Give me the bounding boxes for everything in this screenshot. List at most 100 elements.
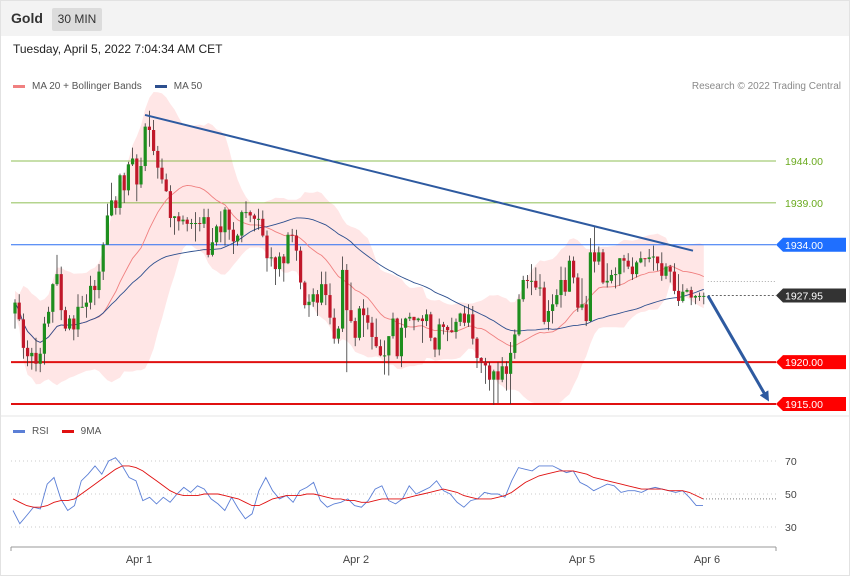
candle-body bbox=[101, 244, 105, 272]
candle-body bbox=[206, 217, 210, 255]
candle-body bbox=[399, 327, 403, 357]
candle-body bbox=[126, 164, 130, 191]
candle-body bbox=[534, 280, 538, 288]
candle-body bbox=[324, 284, 328, 296]
candle-body bbox=[89, 285, 93, 303]
rsi-legend: RSI 9MA bbox=[13, 426, 114, 437]
candle-body bbox=[601, 252, 605, 283]
candle-body bbox=[181, 219, 185, 222]
candle-body bbox=[702, 295, 706, 297]
candle-body bbox=[416, 318, 420, 321]
candle-body bbox=[437, 324, 441, 350]
candle-body bbox=[471, 314, 475, 339]
rsi-ma-legend-label: 9MA bbox=[80, 426, 102, 437]
candle-body bbox=[572, 260, 576, 278]
candle-body bbox=[404, 318, 408, 328]
candle-body bbox=[156, 150, 160, 168]
candle-body bbox=[110, 200, 114, 216]
rsi-tick-30: 30 bbox=[785, 522, 797, 534]
candle-body bbox=[202, 217, 206, 224]
candle-body bbox=[160, 167, 164, 180]
candle-body bbox=[135, 158, 139, 185]
candle-body bbox=[278, 256, 282, 270]
candle-body bbox=[647, 257, 651, 260]
candle-body bbox=[76, 306, 80, 330]
candle-body bbox=[635, 262, 639, 275]
candle-body bbox=[68, 318, 72, 329]
candle-body bbox=[244, 212, 248, 214]
candle-body bbox=[80, 306, 84, 308]
candle-body bbox=[248, 212, 252, 216]
candle-body bbox=[467, 314, 471, 323]
candle-body bbox=[618, 258, 622, 275]
candle-body bbox=[290, 234, 294, 236]
candle-body bbox=[185, 219, 189, 224]
candle-body bbox=[500, 366, 504, 380]
candle-body bbox=[210, 242, 214, 255]
candle-body bbox=[614, 274, 618, 276]
candle-body bbox=[693, 295, 697, 298]
x-tick-label: Apr 2 bbox=[343, 554, 369, 566]
candle-body bbox=[555, 295, 559, 305]
candle-body bbox=[525, 279, 529, 281]
candle-body bbox=[223, 209, 227, 233]
candle-body bbox=[492, 371, 496, 380]
candle-body bbox=[227, 209, 231, 230]
candle-body bbox=[370, 322, 374, 337]
candle-body bbox=[13, 302, 17, 314]
candle-body bbox=[488, 365, 492, 380]
candle-body bbox=[84, 302, 88, 307]
candle-body bbox=[454, 321, 458, 332]
research-credit: Research © 2022 Trading Central bbox=[691, 81, 841, 92]
level-badge-1927.95 bbox=[776, 288, 846, 303]
candle-body bbox=[168, 191, 172, 218]
candle-body bbox=[509, 352, 513, 374]
candle-body bbox=[286, 234, 290, 264]
candle-body bbox=[34, 352, 38, 364]
level-label-1939.00: 1939.00 bbox=[785, 198, 823, 210]
timeframe-button[interactable]: 30 MIN bbox=[52, 8, 102, 31]
bollinger-bands bbox=[15, 92, 704, 405]
candle-body bbox=[345, 269, 349, 311]
candle-body bbox=[152, 129, 156, 151]
candle-body bbox=[72, 318, 76, 330]
candle-body bbox=[231, 229, 235, 242]
candle-body bbox=[122, 175, 126, 191]
candle-body bbox=[173, 216, 177, 218]
rsi-tick-50: 50 bbox=[785, 489, 797, 501]
ma50-line bbox=[14, 217, 704, 343]
candle-body bbox=[551, 304, 555, 311]
level-badge-1915.00 bbox=[776, 397, 846, 411]
candle-body bbox=[446, 326, 450, 331]
candle-body bbox=[521, 279, 525, 300]
timestamp: Tuesday, April 5, 2022 7:04:34 AM CET bbox=[13, 42, 223, 56]
candle-body bbox=[164, 179, 168, 192]
candle-body bbox=[668, 266, 672, 272]
candle-body bbox=[353, 321, 357, 338]
candle-body bbox=[265, 235, 269, 259]
bollinger-band-fill bbox=[15, 92, 704, 405]
candle-body bbox=[597, 252, 601, 262]
level-label-1927.95: 1927.95 bbox=[785, 290, 823, 302]
candle-body bbox=[542, 287, 546, 322]
candles bbox=[13, 110, 706, 405]
candle-body bbox=[651, 256, 655, 258]
candle-body bbox=[425, 314, 429, 322]
candle-body bbox=[198, 223, 202, 225]
level-label-1934.00: 1934.00 bbox=[785, 240, 823, 252]
candle-body bbox=[450, 330, 454, 332]
top-bar: Gold 30 MIN bbox=[1, 1, 849, 36]
candle-body bbox=[30, 352, 34, 357]
candle-body bbox=[189, 223, 193, 225]
candle-body bbox=[630, 266, 634, 275]
x-axis: Apr 1 Apr 2 Apr 5 Apr 6 bbox=[10, 546, 777, 566]
candle-body bbox=[387, 336, 391, 356]
candle-body bbox=[357, 308, 361, 338]
candle-body bbox=[55, 274, 59, 285]
candle-body bbox=[563, 279, 567, 292]
instrument-title: Gold bbox=[11, 10, 43, 26]
candle-body bbox=[626, 260, 630, 267]
candle-body bbox=[580, 304, 584, 308]
candle-body bbox=[475, 338, 479, 358]
